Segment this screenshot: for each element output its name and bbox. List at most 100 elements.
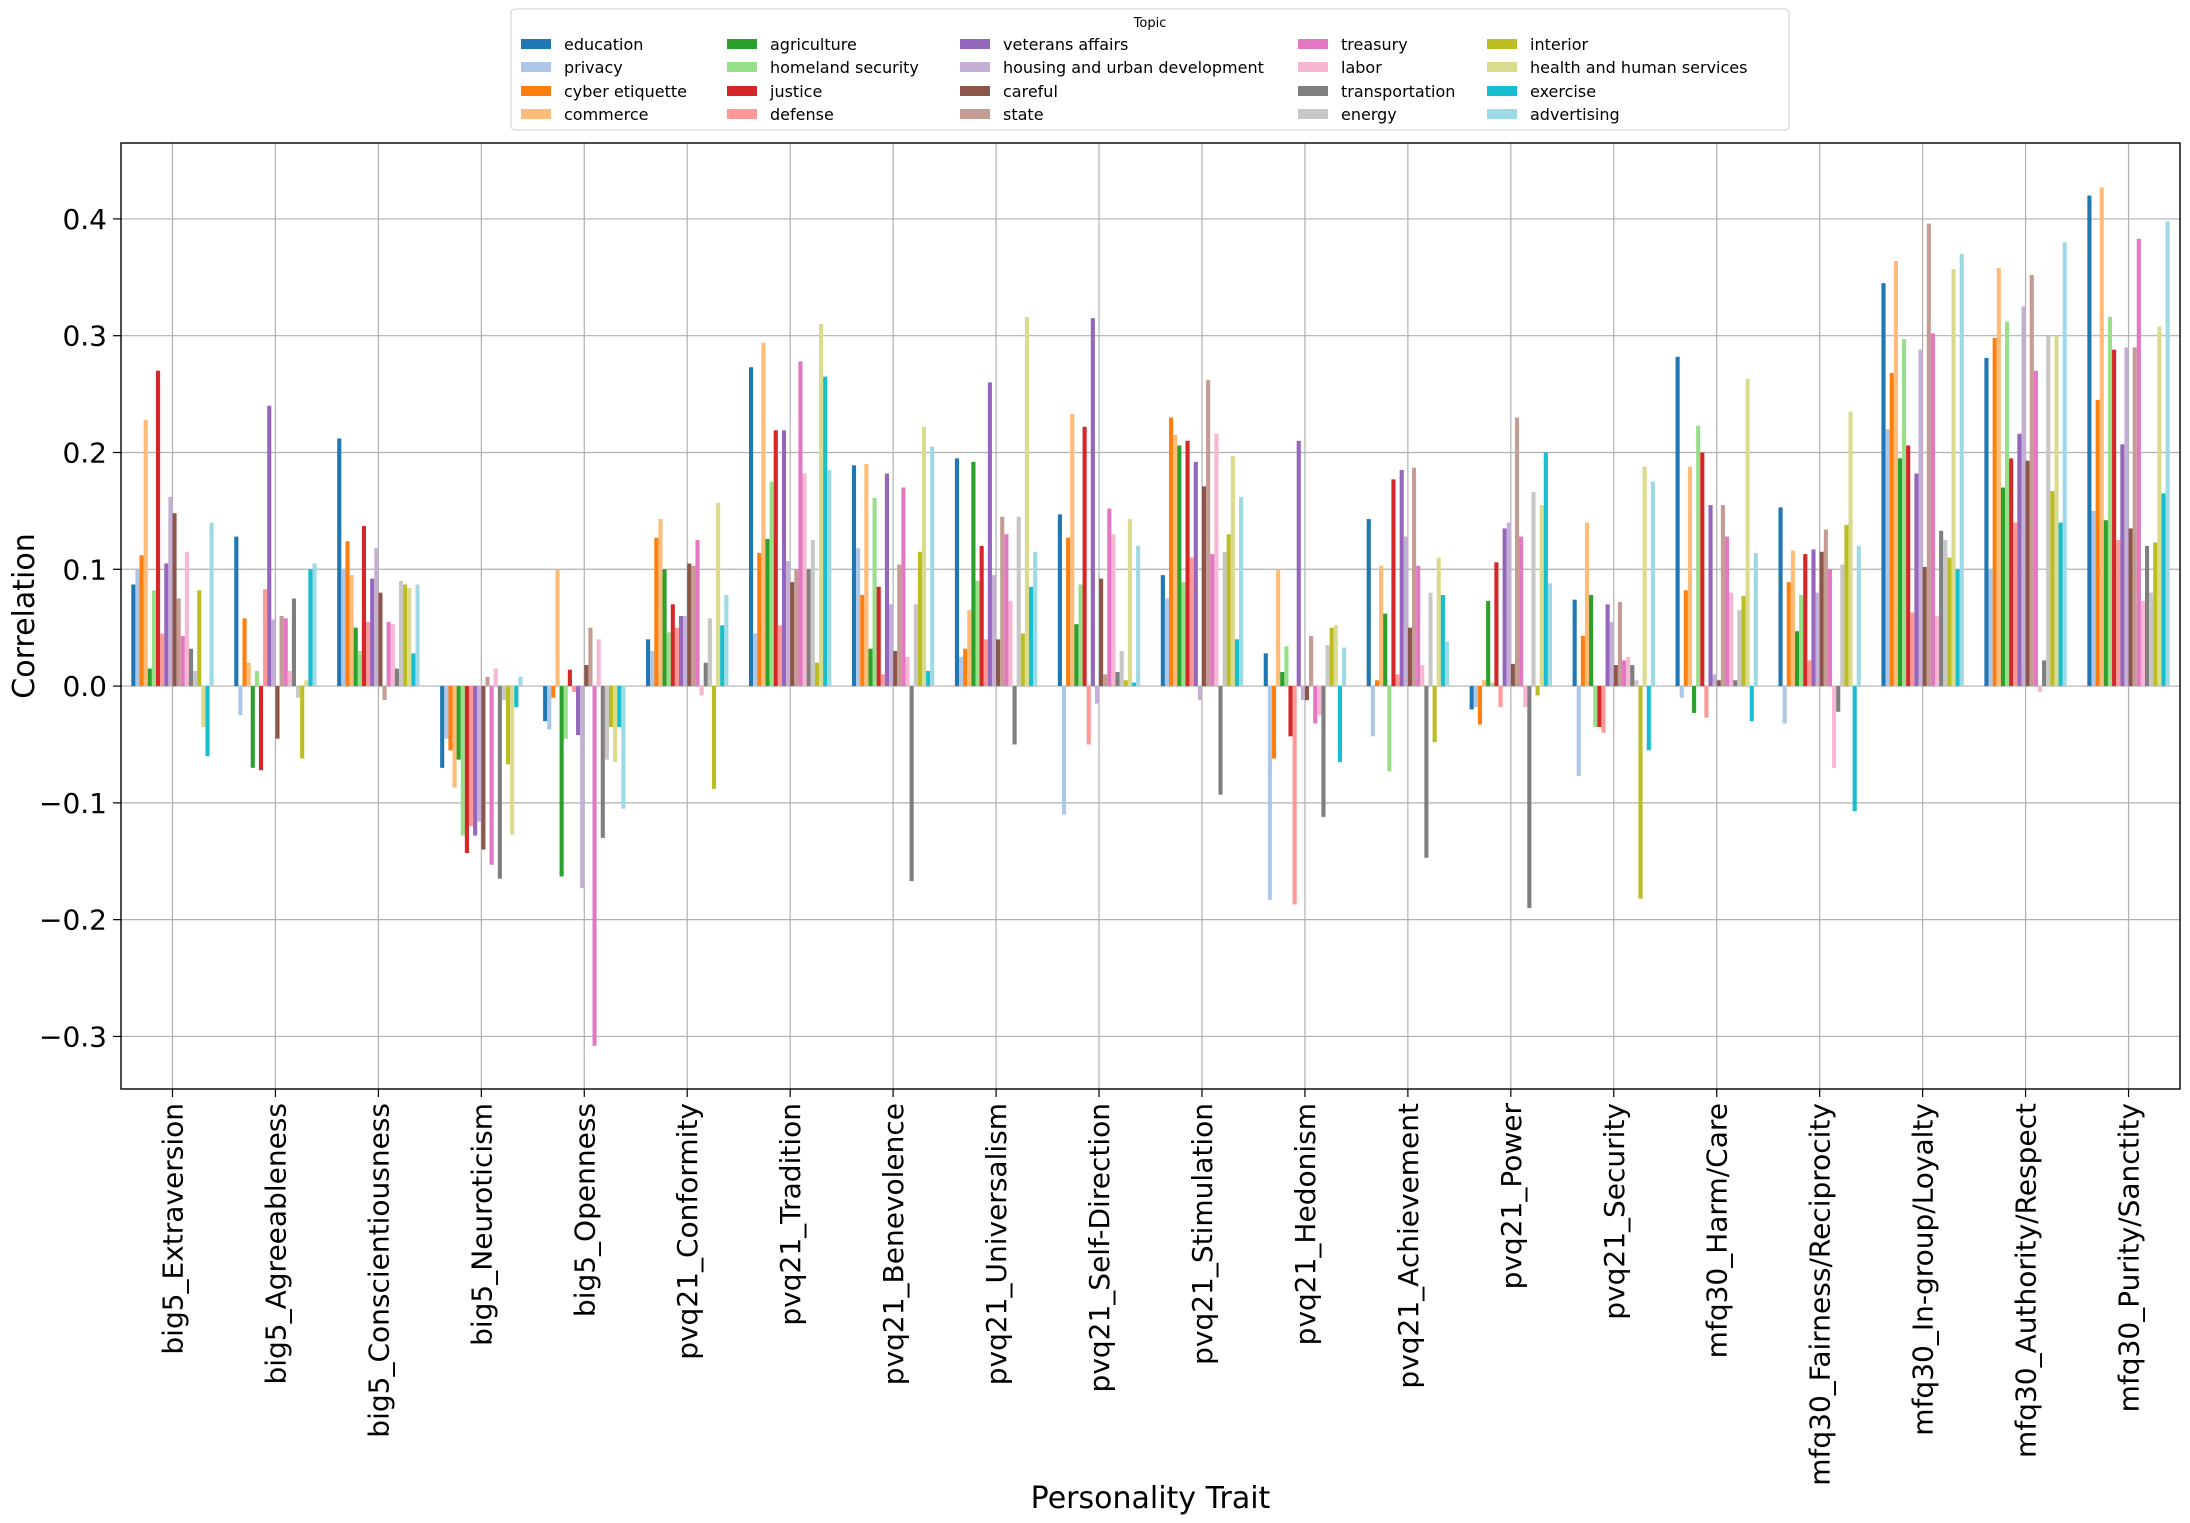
bar-energy bbox=[1325, 645, 1330, 687]
bar-advertising bbox=[621, 686, 626, 809]
bar-advertising bbox=[2062, 242, 2067, 687]
tick-labels: −0.3 −0.2 −0.1 0.0 0.1 0.2 0.3 0.4 big5_Extraver… bbox=[39, 203, 2146, 1486]
bar-interior bbox=[403, 584, 408, 687]
bar-cyber-etiquette bbox=[345, 541, 350, 687]
bar-energy bbox=[707, 618, 712, 687]
bar-advertising bbox=[209, 522, 214, 687]
bar-labor bbox=[390, 624, 395, 687]
bar-exercise bbox=[205, 686, 210, 757]
bar-justice bbox=[1185, 440, 1190, 687]
legend-label: cyber etiquette bbox=[564, 82, 687, 101]
bar-energy bbox=[1840, 564, 1845, 687]
bar-energy bbox=[296, 686, 301, 698]
bar-health-and-human-services bbox=[407, 587, 412, 687]
bar-interior bbox=[711, 686, 717, 789]
bar-agriculture bbox=[1383, 613, 1388, 687]
bar-education bbox=[954, 458, 960, 687]
bar-careful bbox=[1922, 566, 1927, 687]
bar-state bbox=[588, 627, 593, 687]
bar-health-and-human-services bbox=[1951, 269, 1956, 687]
bar-careful bbox=[2128, 528, 2133, 687]
bar-defense bbox=[1910, 612, 1915, 687]
bar-transportation bbox=[600, 686, 605, 838]
bar-homeland-security bbox=[563, 686, 568, 739]
bar-agriculture bbox=[1589, 594, 1594, 687]
bar-veterans-affairs bbox=[1296, 440, 1301, 687]
bar-agriculture bbox=[456, 686, 461, 760]
bar-advertising bbox=[724, 594, 729, 687]
bar-housing-and-urban-development bbox=[374, 548, 379, 687]
bar-labor bbox=[184, 551, 189, 687]
bar-cyber-etiquette bbox=[860, 594, 865, 687]
bar-cyber-etiquette bbox=[1889, 373, 1894, 687]
bar-treasury bbox=[1313, 686, 1318, 724]
bar-exercise bbox=[1543, 452, 1548, 687]
legend-label: energy bbox=[1341, 105, 1397, 124]
bar-privacy bbox=[1576, 686, 1581, 777]
bar-education bbox=[131, 584, 136, 687]
bar-careful bbox=[1819, 551, 1824, 687]
bar-defense bbox=[777, 625, 782, 687]
bar-homeland-security bbox=[1490, 682, 1495, 687]
legend-label: agriculture bbox=[770, 35, 857, 54]
bar-advertising bbox=[1959, 253, 1964, 687]
bar-justice bbox=[1597, 686, 1602, 727]
bar-education bbox=[543, 686, 548, 722]
bar-labor bbox=[1729, 592, 1734, 687]
bar-justice bbox=[1700, 452, 1705, 687]
bar-privacy bbox=[341, 569, 346, 687]
bar-interior bbox=[2050, 491, 2055, 687]
bar-housing-and-urban-development bbox=[991, 575, 997, 687]
bar-justice bbox=[773, 430, 778, 687]
bar-justice bbox=[979, 545, 984, 687]
bar-advertising bbox=[2165, 221, 2170, 687]
bar-energy bbox=[2149, 592, 2154, 687]
bar-treasury bbox=[1827, 569, 1833, 687]
bar-labor bbox=[1111, 534, 1116, 687]
bar-agriculture bbox=[353, 627, 358, 687]
bar-privacy bbox=[1679, 686, 1684, 698]
bar-housing-and-urban-development bbox=[271, 619, 276, 687]
bar-housing-and-urban-development bbox=[1815, 592, 1820, 687]
y-tick-label: 0.0 bbox=[62, 670, 107, 703]
bar-careful bbox=[1201, 486, 1207, 687]
x-tick-label: mfq30_Fairness/Reciprocity bbox=[1804, 1103, 1837, 1486]
bar-justice bbox=[1906, 445, 1911, 687]
bar-veterans-affairs bbox=[1708, 505, 1713, 687]
bar-health-and-human-services bbox=[304, 680, 309, 687]
bar-cyber-etiquette bbox=[1477, 686, 1482, 725]
bar-exercise bbox=[1337, 686, 1342, 762]
bar-exercise bbox=[308, 569, 313, 687]
legend-label: transportation bbox=[1341, 82, 1455, 101]
bar-defense bbox=[674, 627, 679, 687]
bar-housing-and-urban-development bbox=[168, 496, 173, 687]
bar-interior bbox=[1844, 524, 1849, 687]
x-tick-label: pvq21_Power bbox=[1495, 1103, 1528, 1290]
bar-cyber-etiquette bbox=[139, 555, 144, 687]
bar-veterans-affairs bbox=[1399, 470, 1404, 687]
bar-commerce bbox=[143, 419, 148, 687]
bar-agriculture bbox=[868, 648, 873, 687]
legend-label: careful bbox=[1003, 82, 1058, 101]
bar-health-and-human-services bbox=[716, 502, 721, 687]
bar-veterans-affairs bbox=[1193, 461, 1198, 687]
bar-homeland-security bbox=[254, 670, 259, 687]
bar-health-and-human-services bbox=[921, 426, 927, 687]
bar-interior bbox=[814, 662, 820, 687]
legend-swatch bbox=[1298, 86, 1328, 96]
bar-transportation bbox=[394, 668, 399, 687]
bar-privacy bbox=[2091, 510, 2096, 687]
bar-labor bbox=[2140, 600, 2145, 687]
bar-treasury bbox=[2033, 370, 2038, 687]
bar-defense bbox=[263, 589, 268, 687]
bar-homeland-security bbox=[975, 580, 980, 687]
bar-transportation bbox=[1630, 665, 1635, 687]
bar-commerce bbox=[761, 342, 766, 687]
bar-privacy bbox=[959, 656, 964, 687]
bar-careful bbox=[790, 582, 795, 687]
bar-interior bbox=[1123, 680, 1128, 687]
bar-privacy bbox=[547, 686, 552, 730]
bar-advertising bbox=[1341, 647, 1347, 687]
bar-labor bbox=[1008, 600, 1013, 687]
